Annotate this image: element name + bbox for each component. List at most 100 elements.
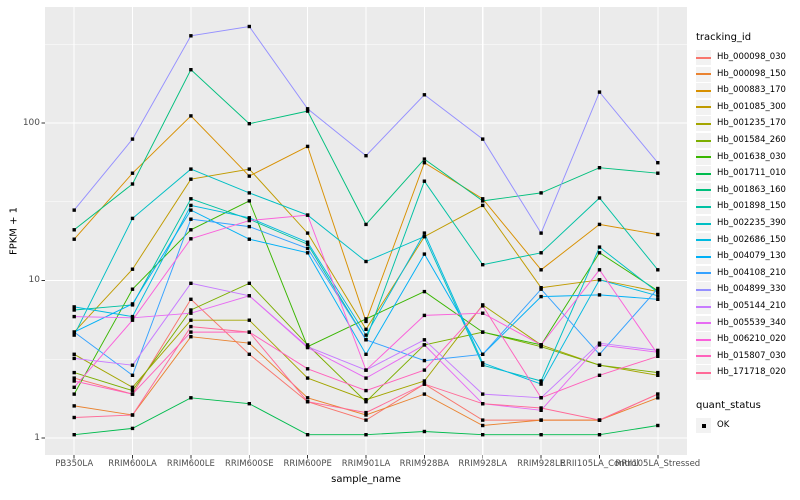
data-point <box>422 368 427 372</box>
data-point <box>481 311 485 315</box>
data-point <box>597 90 602 94</box>
data-point <box>422 392 427 396</box>
data-point <box>72 379 76 383</box>
data-point <box>539 294 543 299</box>
data-point <box>539 418 543 422</box>
data-point <box>130 216 135 221</box>
data-point <box>481 361 485 365</box>
data-point <box>481 423 485 428</box>
data-point <box>72 415 76 420</box>
data-point <box>72 237 76 241</box>
data-point <box>364 413 368 417</box>
data-point <box>247 224 251 229</box>
legend-label: Hb_000098_030 <box>717 52 786 62</box>
data-point <box>130 171 135 175</box>
legend-label: Hb_000098_150 <box>717 68 786 79</box>
legend-line-swatch <box>696 355 711 358</box>
x-tick-label: RRIM600LA <box>108 459 157 469</box>
data-point <box>656 290 660 295</box>
data-point <box>130 318 135 322</box>
data-point <box>481 352 485 356</box>
data-point <box>130 302 135 306</box>
legend-key-box <box>696 116 711 132</box>
legend-key-box <box>696 299 711 314</box>
x-tick-label: PB350LA <box>55 459 94 469</box>
data-point <box>364 327 368 331</box>
data-point <box>539 345 543 349</box>
data-point <box>305 213 310 217</box>
legend-key-box <box>696 133 711 148</box>
data-point <box>539 379 543 383</box>
legend-line-swatch <box>696 156 711 159</box>
data-point <box>422 289 427 294</box>
legend-line-swatch <box>696 371 711 374</box>
data-point <box>422 313 427 318</box>
data-point <box>656 352 660 356</box>
data-point <box>656 373 660 377</box>
legend-label: Hb_005539_340 <box>717 317 786 328</box>
data-point <box>189 297 193 301</box>
data-point <box>130 137 135 141</box>
legend-line-swatch <box>696 189 711 192</box>
data-point <box>72 333 76 337</box>
data-point <box>72 370 76 375</box>
data-point <box>597 433 602 437</box>
data-point <box>189 324 193 329</box>
data-point <box>656 286 660 291</box>
data-point <box>130 413 135 417</box>
y-tick-label: 10 <box>28 275 40 285</box>
data-point <box>130 363 135 367</box>
data-point <box>481 433 485 437</box>
data-point <box>364 338 368 342</box>
data-point <box>481 418 485 422</box>
legend-label: Hb_006210_020 <box>717 334 786 345</box>
data-point <box>189 34 193 38</box>
data-point <box>364 319 368 324</box>
legend-line-swatch <box>696 73 711 76</box>
data-point <box>247 199 251 203</box>
data-point <box>72 305 76 309</box>
data-point <box>130 388 135 393</box>
data-point <box>656 294 660 298</box>
data-point <box>247 191 251 195</box>
data-point <box>656 350 660 354</box>
data-point <box>130 385 135 389</box>
data-point <box>481 392 485 396</box>
data-point <box>481 137 485 141</box>
legend-title-quant-status: quant_status <box>696 400 761 411</box>
legend-line-swatch <box>696 139 711 142</box>
legend-label: Hb_001898_150 <box>717 201 786 212</box>
data-point <box>247 330 251 334</box>
data-point <box>656 423 660 428</box>
data-point <box>247 122 251 126</box>
black-square-point-swatch <box>701 423 706 428</box>
data-point <box>305 109 310 113</box>
legend-label: Hb_002235_390 <box>717 218 786 228</box>
x-tick-label: RRIM928LA <box>458 459 508 469</box>
data-point <box>189 335 193 339</box>
data-point <box>539 396 543 400</box>
x-tick-label: RRIM600SE <box>224 459 274 469</box>
data-point <box>72 314 76 319</box>
data-point <box>305 144 310 149</box>
y-axis-title: FPKM + 1 <box>8 206 20 256</box>
y-tick-label: 1 <box>34 432 40 443</box>
data-point <box>656 348 660 353</box>
data-point <box>247 352 251 356</box>
legend-key-box <box>696 149 711 165</box>
data-point <box>539 382 543 386</box>
data-point <box>72 308 76 312</box>
data-point <box>247 281 251 285</box>
data-point <box>305 433 310 437</box>
data-point <box>422 231 427 235</box>
data-point <box>189 308 193 312</box>
legend-label: Hb_001638_030 <box>717 151 786 162</box>
data-point <box>539 191 543 195</box>
legend-line-swatch <box>696 272 711 275</box>
data-point <box>189 281 193 285</box>
data-point <box>189 228 193 232</box>
data-point <box>305 400 310 404</box>
legend-key-box <box>696 166 711 182</box>
y-tick-label: 100 <box>22 117 40 128</box>
data-point <box>656 354 660 358</box>
